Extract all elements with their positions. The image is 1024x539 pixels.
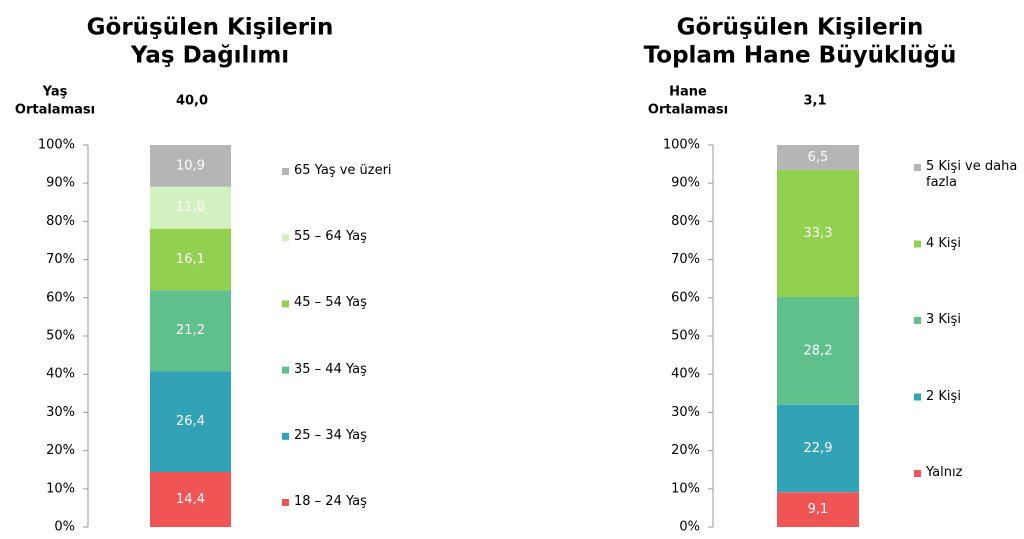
bar-segment (777, 169, 859, 298)
value-label: 9,1 (808, 502, 829, 517)
value-label: 10,9 (176, 158, 205, 173)
legend-entry: 5 Kişi ve daha fazla (926, 159, 1018, 190)
value-label: 6,5 (808, 150, 829, 165)
bar-segment (777, 492, 859, 527)
legend-label: 4 Kişi (926, 235, 961, 251)
legend-entry: 4 Kişi (926, 235, 961, 251)
chart-title: Yaş Dağılımı (130, 43, 289, 69)
bar-segment (150, 290, 231, 372)
bar-segment (150, 145, 231, 187)
y-tick-label: 80% (671, 214, 700, 229)
legend-marker (914, 470, 921, 477)
y-tick-label: 30% (46, 405, 75, 420)
legend-entry: 2 Kişi (926, 388, 961, 404)
y-tick-label: 10% (671, 481, 700, 496)
legend-marker (914, 164, 921, 171)
value-label: 14,4 (176, 492, 205, 507)
bar-segment (777, 404, 859, 493)
legend-entry: 25 – 34 Yaş (294, 427, 367, 443)
y-tick-label: 50% (671, 329, 700, 344)
legend-label: 45 – 54 Yaş (294, 295, 367, 311)
y-tick-label: 40% (46, 367, 75, 382)
value-label: 16,1 (176, 252, 205, 267)
bar-segment (777, 297, 859, 405)
legend-entry: 45 – 54 Yaş (294, 295, 367, 311)
y-tick-label: 100% (663, 138, 700, 153)
legend-label: 18 – 24 Yaş (294, 494, 367, 509)
legend-marker (282, 300, 289, 308)
annotation-value: 40,0 (176, 94, 208, 109)
annotation-label: Ortalaması (648, 103, 728, 118)
bar-segment (777, 145, 859, 170)
legend-marker (282, 366, 289, 374)
y-tick-label: 80% (46, 214, 75, 229)
legend-label: 3 Kişi (926, 312, 961, 327)
value-label: 26,4 (176, 414, 205, 429)
legend-label: 25 – 34 Yaş (294, 427, 367, 443)
bar-segment (150, 471, 231, 527)
y-tick-label: 90% (46, 176, 75, 191)
y-tick-label: 20% (46, 443, 75, 458)
legend-entry: 55 – 64 Yaş (294, 229, 367, 245)
annotation-label: Hane (669, 85, 707, 100)
legend-label: 5 Kişi ve daha fazla (926, 159, 1018, 190)
legend-entry: 3 Kişi (926, 312, 961, 327)
y-tick-label: 0% (679, 520, 700, 535)
legend-marker (282, 499, 289, 506)
y-tick-label: 40% (671, 367, 700, 382)
legend-marker (282, 234, 289, 242)
y-tick-label: 100% (38, 138, 75, 153)
chart-title: Görüşülen Kişilerin (87, 15, 334, 41)
value-label: 28,2 (804, 343, 833, 358)
bar-segment (150, 186, 231, 229)
legend-label: Yalnız (926, 465, 963, 480)
legend-entry: Yalnız (926, 465, 963, 480)
legend-marker (914, 393, 921, 401)
y-tick-label: 60% (671, 290, 700, 305)
legend-marker (914, 240, 921, 248)
legend-entry: 18 – 24 Yaş (294, 494, 367, 509)
legend-entry: 65 Yaş ve üzeri (294, 163, 392, 178)
y-tick-label: 70% (46, 252, 75, 267)
annotation-value: 3,1 (803, 94, 826, 109)
y-tick-label: 50% (46, 329, 75, 344)
legend-entry: 35 – 44 Yaş (294, 361, 367, 377)
legend-label: 55 – 64 Yaş (294, 229, 367, 245)
legend-label: 65 Yaş ve üzeri (294, 163, 392, 178)
value-label: 11,0 (176, 200, 205, 215)
legend-label: 2 Kişi (926, 388, 961, 404)
value-label: 33,3 (804, 226, 833, 241)
y-tick-label: 70% (671, 252, 700, 267)
value-label: 22,9 (804, 441, 833, 456)
chart-title: Görüşülen Kişilerin (677, 15, 924, 41)
y-tick-label: 90% (671, 176, 700, 191)
y-tick-label: 10% (46, 481, 75, 496)
value-label: 21,2 (176, 323, 205, 338)
y-tick-label: 20% (671, 443, 700, 458)
legend-label: 35 – 44 Yaş (294, 361, 367, 377)
bar-segment (150, 228, 231, 291)
bar-segment (150, 371, 231, 472)
chart-title: Toplam Hane Büyüklüğü (644, 43, 957, 69)
legend-marker (282, 168, 289, 175)
annotation-label: Yaş (42, 85, 68, 100)
y-tick-label: 60% (46, 290, 75, 305)
annotation-label: Ortalaması (15, 103, 95, 118)
legend-marker (282, 432, 289, 440)
legend-marker (914, 317, 921, 324)
y-tick-label: 0% (54, 520, 75, 535)
y-tick-label: 30% (671, 405, 700, 420)
